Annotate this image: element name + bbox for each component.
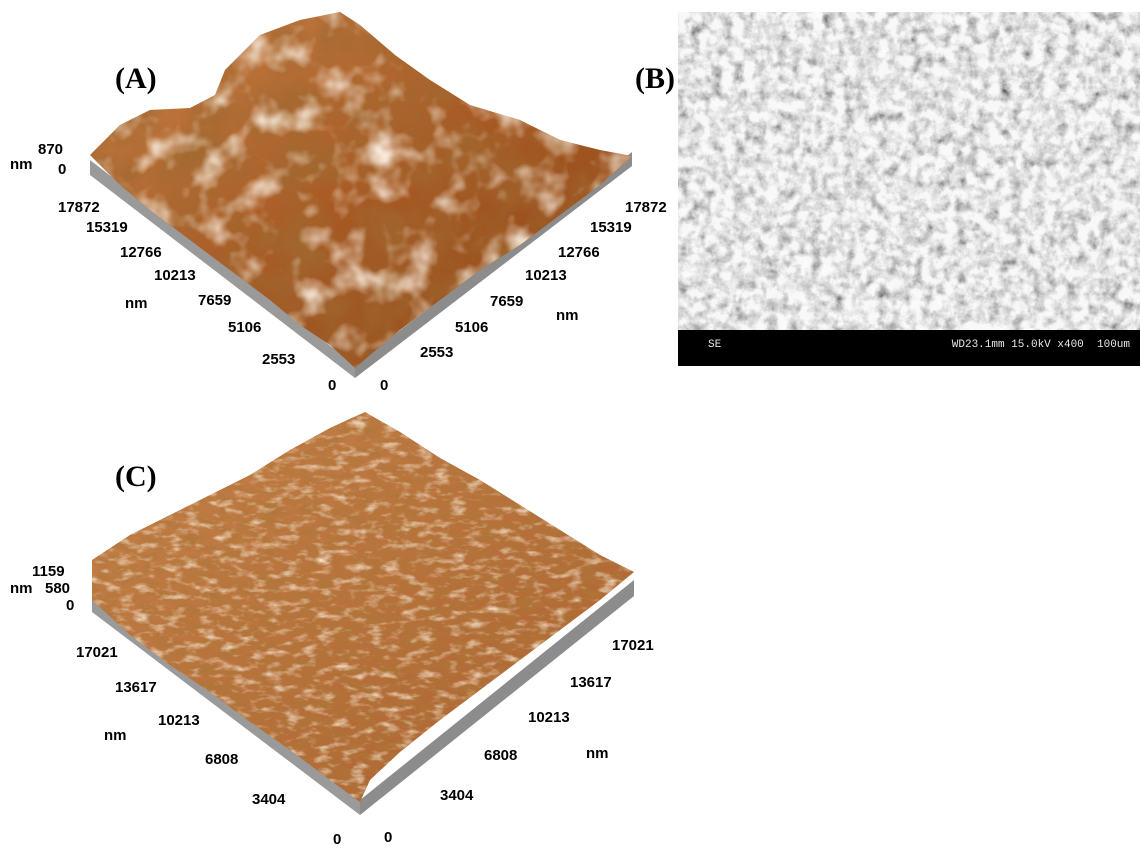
afm-a-z-tick-bottom: 0: [58, 161, 67, 178]
afm-c-left-unit: nm: [104, 727, 127, 744]
afm-c-z-tick-mid: 580: [45, 580, 71, 597]
panel-c-label: (C): [115, 460, 157, 493]
afm-c-right-tick: 17021: [612, 637, 654, 654]
sem-info-bar: SE WD23.1mm 15.0kV x400 100um: [678, 330, 1140, 366]
sem-micrograph: SE WD23.1mm 15.0kV x400 100um: [678, 12, 1140, 366]
afm-a-left-tick: 0: [328, 377, 337, 394]
afm-a-right-tick: 7659: [490, 293, 524, 310]
afm-a-left-tick: 10213: [154, 267, 196, 284]
afm-c-right-tick: 3404: [440, 787, 474, 804]
afm-c-right-tick: 0: [384, 829, 393, 846]
panel-a-label: (A): [115, 62, 157, 95]
afm-a-left-tick: 17872: [58, 199, 100, 216]
afm-a-left-tick: 12766: [120, 244, 162, 261]
afm-c-left-tick: 13617: [115, 679, 157, 696]
afm-a-right-tick: 0: [380, 377, 389, 394]
afm-a-left-tick: 15319: [86, 219, 128, 236]
afm-a-left-tick: 2553: [262, 351, 296, 368]
afm-a-left-tick: 5106: [228, 319, 262, 336]
afm-a-right-tick: 2553: [420, 344, 454, 361]
afm-a-left-tick: 7659: [198, 292, 232, 309]
afm-a-right-unit: nm: [556, 307, 579, 324]
afm-a-right-tick: 17872: [625, 199, 667, 216]
afm-c-z-tick-bottom: 0: [66, 597, 75, 614]
afm-c-right-tick: 6808: [484, 747, 518, 764]
afm-c-right-unit: nm: [586, 745, 609, 762]
afm-c-right-tick: 13617: [570, 674, 612, 691]
afm-a-left-unit: nm: [125, 295, 148, 312]
afm-c-z-unit: nm: [10, 580, 33, 597]
afm-c-left-tick: 6808: [205, 751, 239, 768]
afm-a-right-tick: 5106: [455, 319, 489, 336]
sem-parameters-label: WD23.1mm 15.0kV x400 100um: [951, 339, 1130, 351]
sem-detector-label: SE: [708, 339, 722, 351]
afm-c-z-tick-top: 1159: [32, 563, 65, 580]
panel-b-label: (B): [635, 62, 675, 95]
afm-c-right-tick: 10213: [528, 709, 570, 726]
afm-c-left-tick: 10213: [158, 712, 200, 729]
afm-c-left-tick: 3404: [252, 791, 286, 808]
afm-c-left-tick: 17021: [76, 644, 118, 661]
afm-a-right-tick: 12766: [558, 244, 600, 261]
afm-a-z-unit: nm: [10, 156, 33, 173]
afm-c-base-right: [360, 580, 634, 815]
sem-image: [678, 12, 1140, 330]
afm-a-right-tick: 10213: [525, 267, 567, 284]
afm-a-z-tick-top: 870: [38, 141, 64, 158]
afm-c-left-tick: 0: [333, 831, 342, 848]
afm-a-right-tick: 15319: [590, 219, 632, 236]
